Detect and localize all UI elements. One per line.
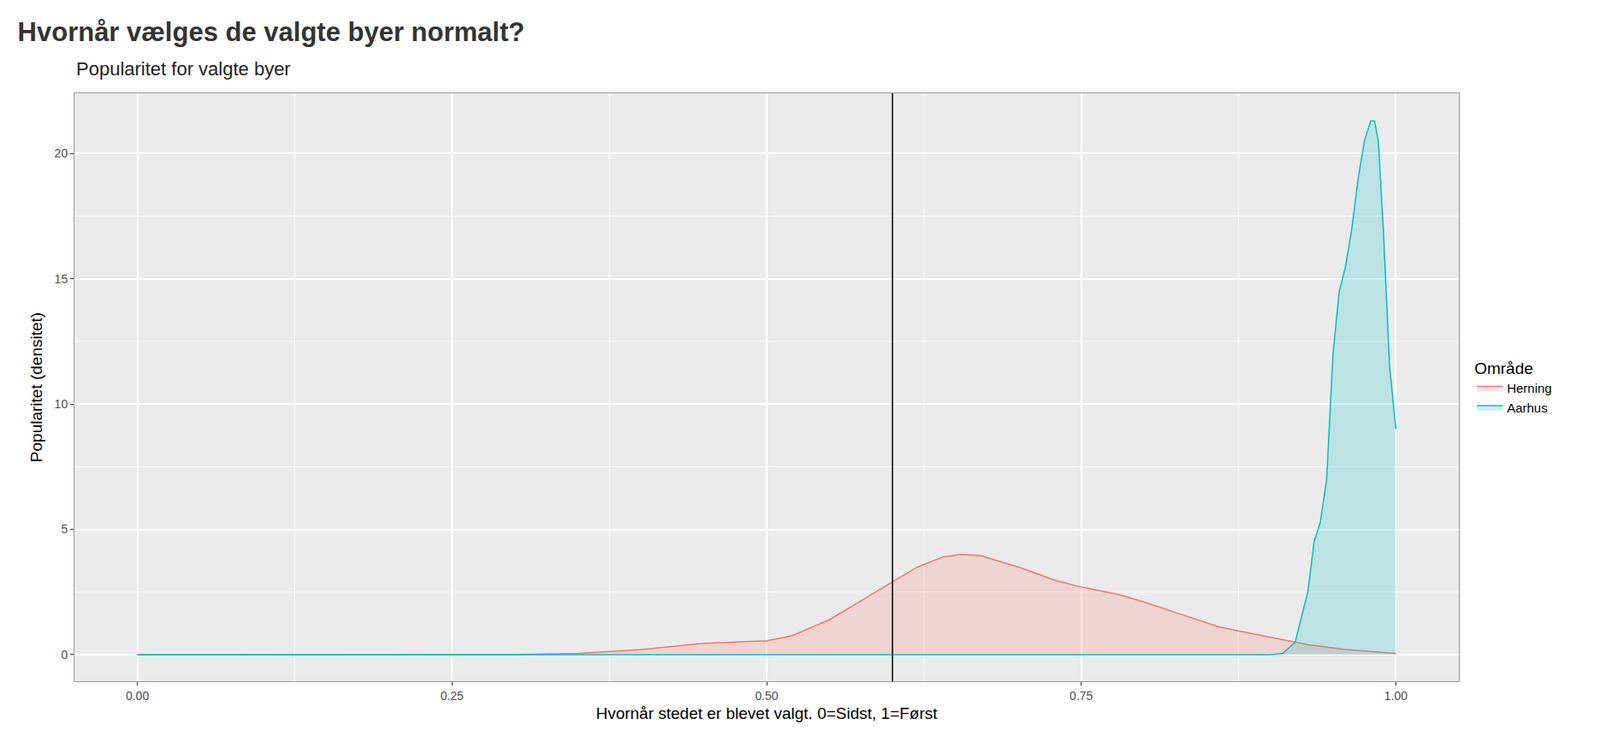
svg-text:Herning: Herning	[1506, 380, 1553, 396]
svg-text:Hvornår vælges de valgte byer: Hvornår vælges de valgte byer normalt?	[17, 17, 526, 48]
svg-text:0: 0	[60, 647, 68, 662]
svg-text:0.75: 0.75	[1069, 688, 1093, 703]
svg-text:0.00: 0.00	[125, 688, 149, 703]
svg-text:0.25: 0.25	[440, 688, 464, 703]
svg-text:Popularitet for valgte byer: Popularitet for valgte byer	[76, 58, 291, 80]
svg-text:Område: Område	[1474, 359, 1534, 378]
svg-text:5: 5	[60, 521, 68, 536]
svg-text:10: 10	[54, 397, 69, 411]
svg-text:Aarhus: Aarhus	[1506, 400, 1548, 415]
svg-text:15: 15	[54, 272, 69, 286]
svg-text:Hvornår stedet er blevet valgt: Hvornår stedet er blevet valgt. 0=Sidst,…	[595, 704, 938, 723]
svg-text:1.00: 1.00	[1384, 688, 1408, 703]
svg-text:0.50: 0.50	[754, 688, 778, 703]
svg-text:20: 20	[54, 146, 69, 160]
svg-text:Popularitet (densitet): Popularitet (densitet)	[27, 312, 46, 463]
